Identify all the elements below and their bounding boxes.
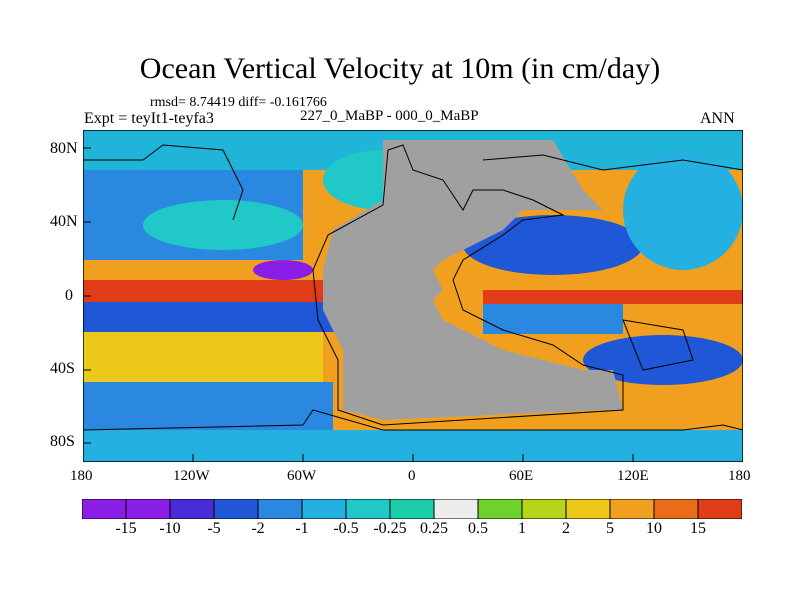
lat-label: 80S bbox=[50, 433, 75, 450]
colorbar-swatch bbox=[345, 499, 391, 519]
experiment-label: Expt = teyIt1-teyfa3 bbox=[84, 110, 214, 127]
lat-label: 40N bbox=[50, 213, 78, 230]
colorbar-swatch bbox=[433, 499, 479, 519]
colorbar-label: 10 bbox=[646, 520, 662, 537]
ocean-field bbox=[143, 200, 303, 250]
lon-label: 60E bbox=[509, 468, 534, 484]
colorbar-label: 2 bbox=[562, 520, 570, 537]
ocean-field bbox=[483, 290, 743, 304]
ocean-field bbox=[83, 332, 323, 382]
stats-text: rmsd= 8.74419 diff= -0.161766 bbox=[150, 95, 327, 110]
colorbar-label: -5 bbox=[207, 520, 221, 537]
colorbar-label: -0.5 bbox=[333, 520, 359, 537]
colorbar-swatch bbox=[477, 499, 523, 519]
colorbar-swatch bbox=[82, 499, 127, 519]
coastline bbox=[83, 409, 743, 431]
colorbar-label: 1 bbox=[518, 520, 526, 537]
lon-label: 0 bbox=[408, 468, 416, 484]
colorbar-swatch bbox=[609, 499, 655, 519]
ocean-field bbox=[83, 280, 333, 302]
lat-label: 40S bbox=[50, 360, 75, 377]
colorbar-label: 0.25 bbox=[420, 520, 448, 537]
ocean-field bbox=[623, 150, 743, 270]
colorbar-swatch bbox=[169, 499, 215, 519]
colorbar-swatch bbox=[521, 499, 567, 519]
lon-label: 180 bbox=[728, 468, 751, 484]
colorbar-swatch bbox=[213, 499, 259, 519]
colorbar-label: 5 bbox=[606, 520, 614, 537]
period-label: 227_0_MaBP - 000_0_MaBP bbox=[300, 108, 479, 124]
coastline bbox=[83, 144, 743, 221]
coastline bbox=[622, 319, 694, 371]
ocean-field bbox=[253, 260, 313, 280]
colorbar-swatch bbox=[697, 499, 742, 519]
colorbar-label: 15 bbox=[690, 520, 706, 537]
colorbar-swatch bbox=[125, 499, 171, 519]
ocean-field bbox=[463, 215, 643, 275]
colorbar-swatch bbox=[301, 499, 347, 519]
colorbar-label: -10 bbox=[159, 520, 181, 537]
colorbar bbox=[82, 499, 742, 519]
plot-title: Ocean Vertical Velocity at 10m (in cm/da… bbox=[139, 52, 661, 85]
colorbar-swatch bbox=[389, 499, 435, 519]
lat-label: 0 bbox=[65, 287, 73, 304]
lon-label: 60W bbox=[287, 468, 317, 484]
colorbar-swatch bbox=[257, 499, 303, 519]
land-mass bbox=[323, 140, 623, 420]
colorbar-swatch bbox=[565, 499, 611, 519]
coastline bbox=[312, 144, 624, 426]
ocean-field bbox=[83, 382, 333, 432]
lon-label: 180 bbox=[70, 468, 93, 484]
colorbar-label: -0.25 bbox=[373, 520, 407, 537]
ocean-field bbox=[483, 304, 623, 334]
colorbar-label: -1 bbox=[295, 520, 309, 537]
ocean-field bbox=[83, 302, 343, 332]
colorbar-label: 0.5 bbox=[468, 520, 488, 537]
lon-label: 120E bbox=[617, 468, 649, 484]
colorbar-label: -2 bbox=[251, 520, 265, 537]
colorbar-label: -15 bbox=[115, 520, 137, 537]
colorbar-swatch bbox=[653, 499, 699, 519]
map-plot bbox=[83, 130, 743, 462]
lat-label: 80N bbox=[50, 140, 78, 157]
lon-label: 120W bbox=[173, 468, 210, 484]
season-label: ANN bbox=[700, 110, 735, 127]
ocean-field bbox=[583, 335, 743, 385]
